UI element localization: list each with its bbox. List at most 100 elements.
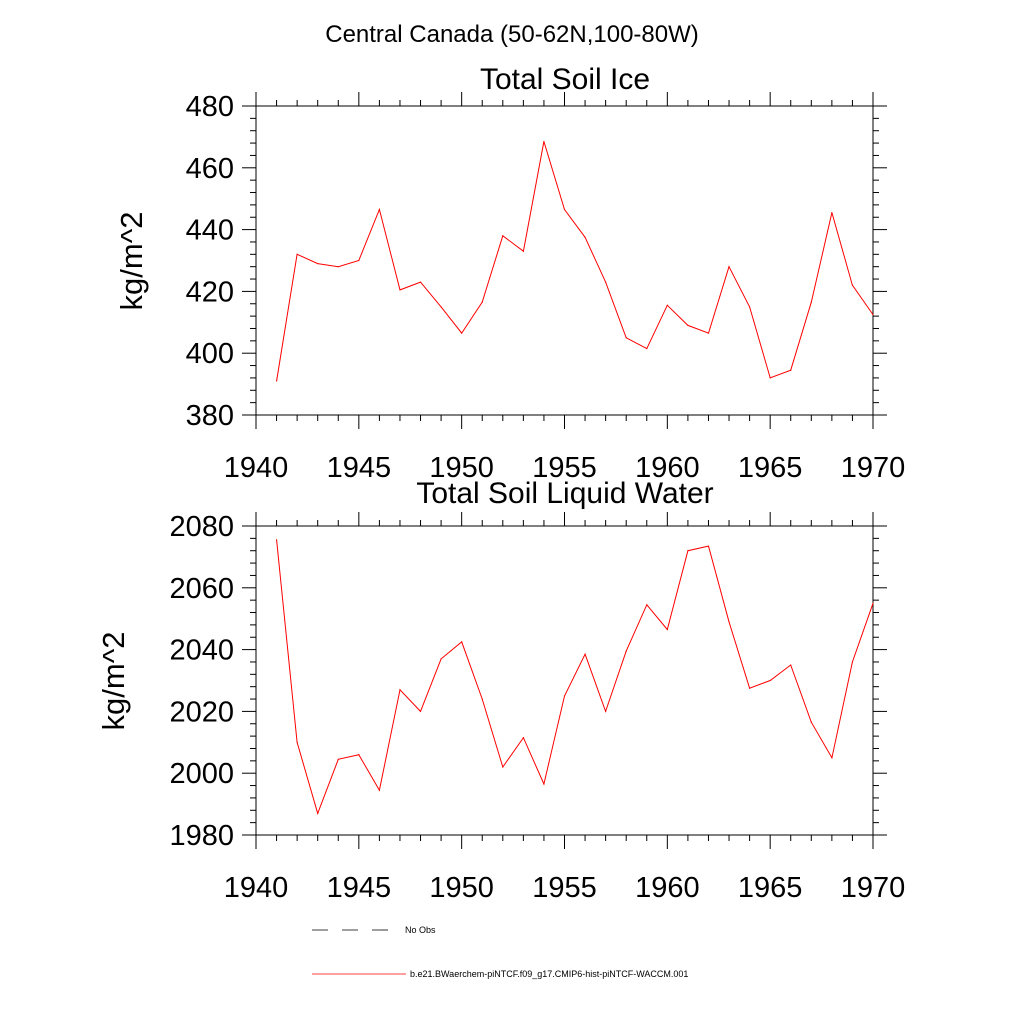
data-point xyxy=(769,679,771,682)
data-point xyxy=(461,641,463,643)
data-point xyxy=(563,208,566,211)
x-tick-label: 1970 xyxy=(841,872,906,904)
data-point xyxy=(275,539,278,541)
data-point xyxy=(769,377,771,379)
data-point xyxy=(851,284,854,286)
data-point xyxy=(872,313,874,316)
x-tick-label: 1970 xyxy=(841,452,906,484)
data-point xyxy=(358,259,360,262)
y-tick-label: 2080 xyxy=(169,511,234,543)
panel-total-soil-liquid-water: Total Soil Liquid Water kg/m^2 1940 1945 1… xyxy=(96,477,905,904)
x-tick-label: 1940 xyxy=(224,452,289,484)
data-point xyxy=(790,369,792,371)
data-point xyxy=(522,737,524,739)
x-tick-label: 1945 xyxy=(327,872,392,904)
data-point xyxy=(666,304,668,306)
data-point xyxy=(707,545,710,547)
panel-title: Total Soil Liquid Water xyxy=(416,477,713,510)
series-line xyxy=(276,539,874,815)
y-tick-label: 440 xyxy=(186,215,234,247)
data-point xyxy=(749,306,751,308)
data-point xyxy=(399,689,401,691)
data-point xyxy=(296,253,298,255)
y-tick-label: 2020 xyxy=(169,696,234,728)
data-point xyxy=(584,236,586,238)
y-tick-label: 2040 xyxy=(169,635,234,667)
data-point xyxy=(481,301,483,303)
data-point xyxy=(378,789,380,791)
x-tick-label: 1950 xyxy=(429,452,494,484)
y-axis-label: kg/m^2 xyxy=(96,632,131,731)
y-tick-label: 2060 xyxy=(169,573,234,605)
x-tick-label: 1965 xyxy=(738,452,803,484)
y-tick-label: 380 xyxy=(186,400,234,432)
legend-label: b.e21.BWaerchem-piNTCF.f09_g17.CMIP6-his… xyxy=(410,969,688,979)
y-tick-label: 480 xyxy=(186,91,234,123)
data-point xyxy=(337,266,339,268)
data-point xyxy=(522,250,524,252)
data-point xyxy=(317,812,319,814)
data-point xyxy=(646,604,648,606)
data-point xyxy=(399,289,401,291)
data-point xyxy=(605,710,607,713)
x-tick-label: 1955 xyxy=(532,872,597,904)
data-point xyxy=(749,687,751,689)
data-point xyxy=(646,347,648,350)
data-point xyxy=(502,235,504,237)
x-tick-label: 1955 xyxy=(532,452,597,484)
data-point xyxy=(543,140,545,143)
legend: No Obs b.e21.BWaerchem-piNTCF.f09_g17.CM… xyxy=(312,925,688,979)
data-point xyxy=(687,550,689,552)
data-point xyxy=(831,757,833,759)
x-tick-label: 1960 xyxy=(635,872,700,904)
data-point xyxy=(502,766,504,768)
data-point xyxy=(461,332,463,334)
y-tick-label: 400 xyxy=(186,338,234,370)
data-point xyxy=(358,754,360,756)
data-point xyxy=(584,653,586,655)
data-point xyxy=(481,698,483,700)
data-point xyxy=(440,658,442,660)
data-point xyxy=(605,281,607,283)
legend-label: No Obs xyxy=(405,925,436,935)
x-tick-label: 1960 xyxy=(635,452,700,484)
y-tick-label: 460 xyxy=(186,153,234,185)
data-point xyxy=(625,337,627,339)
panel-total-soil-ice: Total Soil Ice kg/m^2 1940 1945 1950 1955 19… xyxy=(114,63,905,484)
data-point xyxy=(296,741,298,743)
data-point xyxy=(625,650,627,652)
data-point xyxy=(728,621,730,623)
data-point xyxy=(275,380,278,382)
x-tick-label: 1940 xyxy=(224,872,289,904)
data-point xyxy=(666,628,668,631)
data-point xyxy=(440,306,442,308)
data-point xyxy=(337,758,339,760)
panel-title: Total Soil Ice xyxy=(480,63,650,96)
data-point xyxy=(851,661,854,663)
y-tick-label: 420 xyxy=(186,276,234,308)
data-point xyxy=(378,208,380,211)
data-point xyxy=(419,710,422,713)
y-axis-label: kg/m^2 xyxy=(114,212,149,311)
x-tick-label: 1965 xyxy=(738,872,803,904)
page-title: Central Canada (50-62N,100-80W) xyxy=(325,21,699,48)
plot-frame xyxy=(255,525,874,836)
x-tick-label: 1945 xyxy=(327,452,392,484)
data-point xyxy=(872,602,874,604)
data-point xyxy=(543,783,545,785)
y-tick-label: 1980 xyxy=(169,820,234,852)
data-point xyxy=(419,281,422,283)
data-point xyxy=(563,695,566,697)
data-point xyxy=(728,266,730,268)
y-tick-label: 2000 xyxy=(169,758,234,790)
data-point xyxy=(810,301,812,303)
x-tick-label: 1950 xyxy=(429,872,494,904)
data-point xyxy=(790,664,792,666)
plot-frame xyxy=(255,105,874,416)
data-point xyxy=(810,721,812,723)
data-point xyxy=(831,212,833,214)
data-point xyxy=(317,262,319,265)
data-point xyxy=(707,332,710,334)
